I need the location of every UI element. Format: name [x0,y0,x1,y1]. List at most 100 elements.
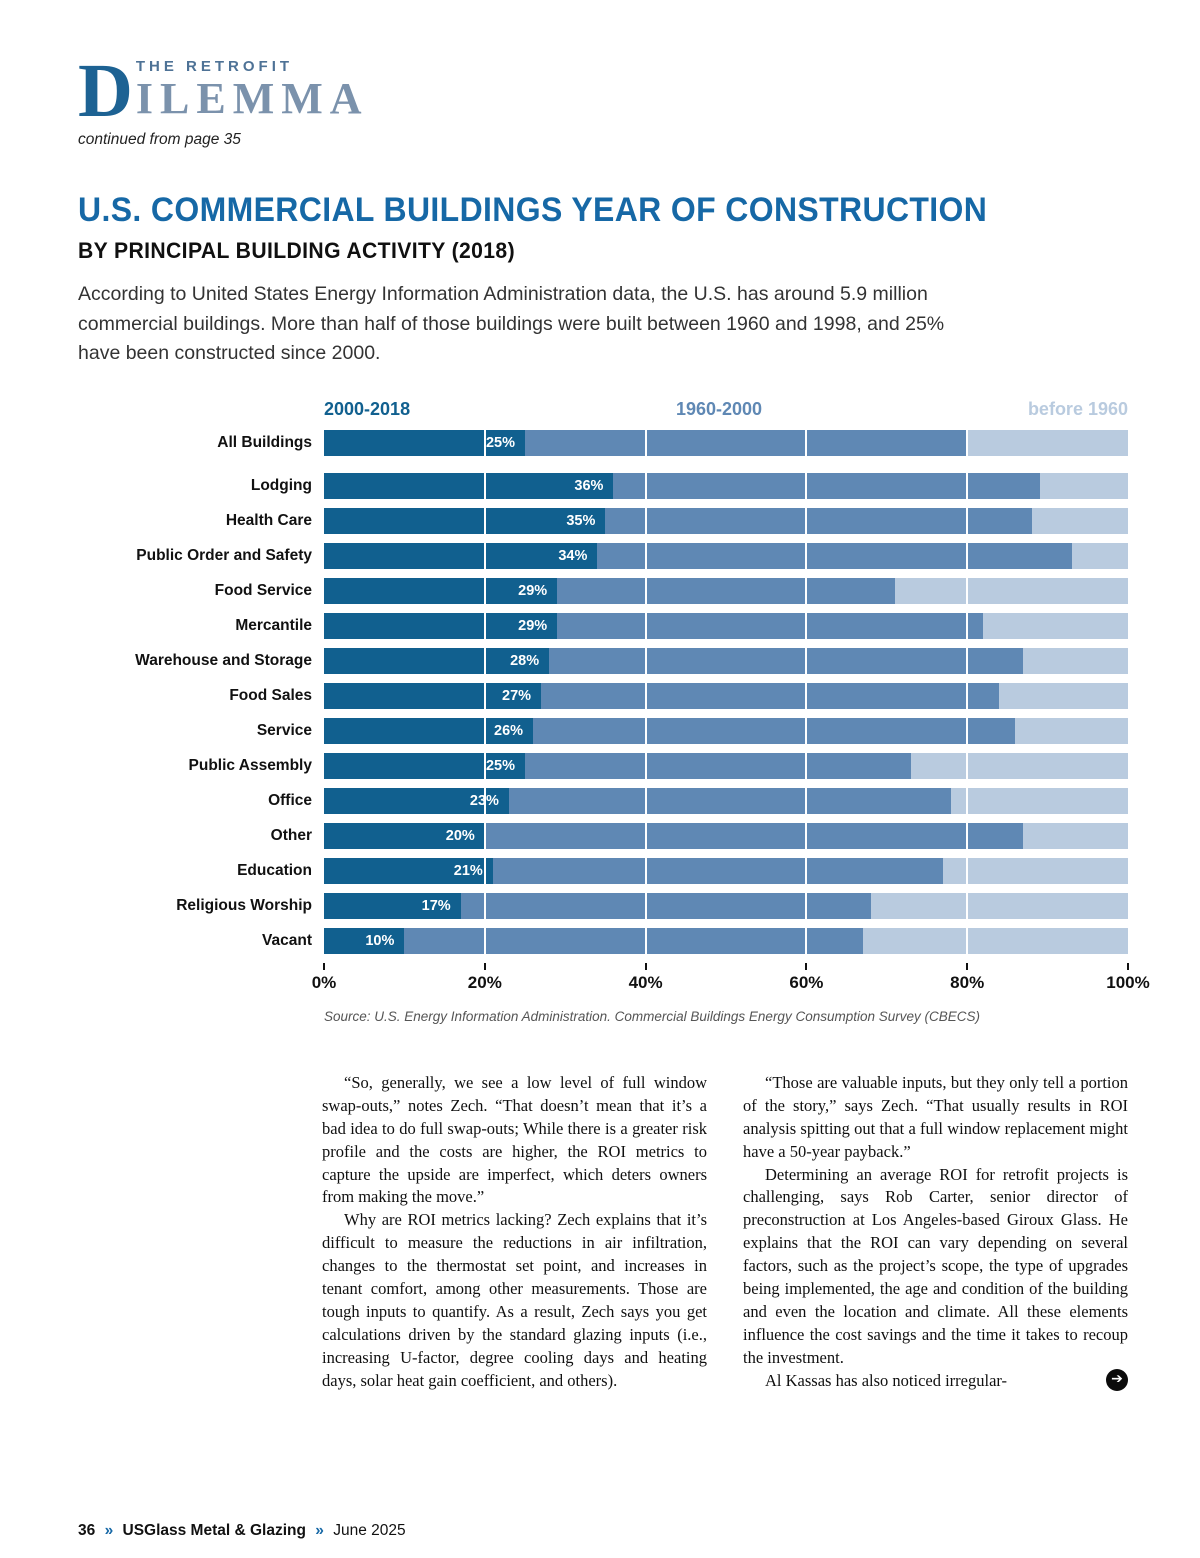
legend-item-2000-2018: 2000-2018 [324,398,411,419]
bar-track: 34% [324,542,1128,569]
chart-x-axis: 0% 20% 40% 60% 80% 100% [312,962,1150,1001]
bar-row: Education 21% [78,857,1128,884]
bar-track: 25% [324,752,1128,779]
bar-row: Religious Worship 17% [78,892,1128,919]
category-label: Health Care [225,511,312,529]
axis-tick-label: 100% [1106,972,1150,992]
category-label: Vacant [262,931,312,949]
category-label: Mercantile [235,616,312,634]
bar-segment-before-1960 [1023,822,1128,849]
bar-value-label: 23% [469,792,499,809]
category-label: Food Service [214,581,312,599]
chart-legend: 2000-2018 1960-2000 before 1960 [324,399,1128,420]
bar-segment-before-1960 [1071,542,1128,569]
bar-track: 26% [324,717,1128,744]
bar-segment-before-1960 [862,927,1128,954]
intro-paragraph: According to United States Energy Inform… [78,283,945,365]
bar-segment-1960-2000 [525,752,911,779]
bar-segment-2000-2018: 29% [324,612,558,639]
bar-track: 27% [324,682,1128,709]
bar-segment-1960-2000 [508,787,952,814]
page-title: U.S. COMMERCIAL BUILDINGS YEAR OF CONSTR… [78,191,988,229]
bar-track: 21% [324,857,1128,884]
bar-row: Lodging 36% [78,472,1128,499]
axis-tick [1127,962,1129,970]
footer-issue-date: June 2025 [333,1522,406,1539]
article-paragraph: “Those are valuable inputs, but they onl… [743,1072,1128,1161]
bar-segment-before-1960 [1031,507,1128,534]
bar-segment-before-1960 [910,752,1128,779]
bar-row: Service 26% [78,717,1128,744]
axis-tick-label: 40% [628,972,663,992]
axis-tick-label: 60% [789,972,824,992]
article-paragraph: Al Kassas has also noticed irregular- [765,1370,1008,1390]
bar-segment-before-1960 [943,857,1128,884]
bar-row: Health Care 35% [78,507,1128,534]
footer-separator-icon: » [104,1522,114,1539]
bar-row: Mercantile 29% [78,612,1128,639]
bar-track: 25% [324,429,1128,456]
bar-segment-2000-2018: 26% [324,717,534,744]
bar-value-label: 29% [518,617,548,634]
bar-segment-1960-2000 [597,542,1072,569]
bar-segment-1960-2000 [549,647,1024,674]
axis-tick [323,962,325,970]
bar-value-label: 25% [485,434,515,451]
legend-item-1960-2000: 1960-2000 [675,398,763,419]
bar-track: 29% [324,612,1128,639]
bar-value-label: 29% [518,582,548,599]
bar-segment-before-1960 [1015,717,1128,744]
article-column-1: “So, generally, we see a low level of fu… [322,1072,707,1393]
bar-value-label: 17% [421,897,451,914]
bar-segment-1960-2000 [492,857,944,884]
bar-segment-1960-2000 [484,822,1024,849]
bar-segment-before-1960 [967,429,1128,456]
bar-track: 17% [324,892,1128,919]
category-label: Religious Worship [176,896,312,914]
bar-value-label: 21% [453,862,483,879]
axis-tick [805,962,808,970]
bar-segment-before-1960 [894,577,1128,604]
bar-segment-1960-2000 [613,472,1040,499]
continue-arrow-icon: ➔ [1106,1368,1128,1391]
axis-tick-label: 0% [311,972,337,992]
bar-value-label: 36% [574,477,604,494]
bar-segment-2000-2018: 36% [324,472,614,499]
category-label: Lodging [250,476,312,494]
article-body: “So, generally, we see a low level of fu… [322,1072,1128,1393]
bar-row: Food Sales 27% [78,682,1128,709]
footer-page-number: 36 [78,1522,96,1539]
axis-tick-label: 80% [950,972,985,992]
bar-row: Food Service 29% [78,577,1128,604]
bar-row: Other 20% [78,822,1128,849]
bar-track: 29% [324,577,1128,604]
bar-value-label: 26% [494,722,524,739]
bar-row: Public Order and Safety 34% [78,542,1128,569]
bar-track: 23% [324,787,1128,814]
bar-row: Vacant 10% [78,927,1128,954]
bar-track: 10% [324,927,1128,954]
bar-segment-1960-2000 [541,682,1000,709]
axis-tick [644,962,647,970]
bar-row: All Buildings 25% [78,429,1128,456]
axis-tick [483,962,486,970]
bar-segment-before-1960 [1023,647,1128,674]
bar-segment-2000-2018: 25% [324,752,525,779]
bar-segment-2000-2018: 17% [324,892,461,919]
bar-row: Warehouse and Storage 28% [78,647,1128,674]
bar-segment-before-1960 [983,612,1128,639]
bar-value-label: 35% [566,512,596,529]
bar-segment-2000-2018: 23% [324,787,509,814]
bar-value-label: 28% [510,652,540,669]
logo-dilemma: ILEMMA [135,74,369,123]
bar-segment-2000-2018: 35% [324,507,606,534]
category-label: Service [256,721,312,739]
bar-track: 35% [324,507,1128,534]
category-label: Public Order and Safety [136,546,312,564]
logo-wordmark: THE RETROFIT ILEMMA [136,58,369,121]
logo-the-retrofit: THE RETROFIT [135,58,294,75]
bar-segment-1960-2000 [605,507,1032,534]
construction-year-chart: 2000-2018 1960-2000 before 1960 All Buildi… [78,399,1150,1024]
footer-brand: USGlass Metal & Glazing [122,1522,306,1539]
